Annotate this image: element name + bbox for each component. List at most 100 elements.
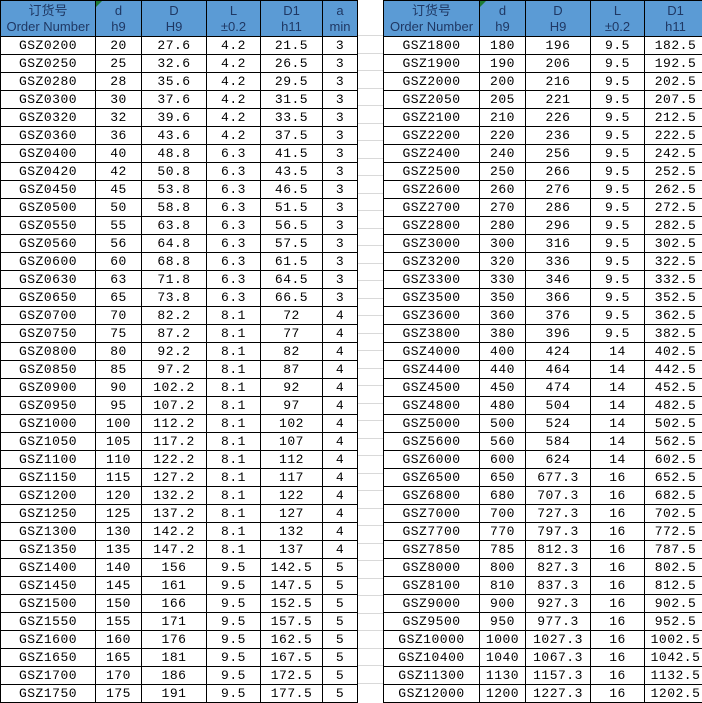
cell-d: 105 [95, 432, 142, 451]
cell-a: 4 [322, 360, 358, 379]
cell-d: 70 [95, 306, 142, 325]
cell-d: 300 [479, 234, 526, 253]
cell-order-number: GSZ1150 [0, 468, 96, 487]
table-row: GSZ0200 20 27.6 4.2 21.5 3 [0, 36, 358, 55]
cell-order-number: GSZ0300 [0, 90, 96, 109]
separator-grid-line [358, 542, 383, 544]
table-row: GSZ1100 110 122.2 8.1 112 4 [0, 450, 358, 469]
table-row: GSZ0950 95 107.2 8.1 97 4 [0, 396, 358, 415]
cell-D1: 152.5 [260, 594, 323, 613]
cell-a: 4 [322, 450, 358, 469]
cell-D-outer: 927.3 [525, 594, 591, 613]
cell-L: 9.5 [590, 288, 645, 307]
cell-order-number: GSZ1650 [0, 648, 96, 667]
cell-D-outer: 366 [525, 288, 591, 307]
cell-order-number: GSZ1000 [0, 414, 96, 433]
cell-L: 9.5 [590, 54, 645, 73]
cell-order-number: GSZ7700 [383, 522, 480, 541]
cell-L: 8.1 [206, 414, 261, 433]
separator-grid-line [358, 245, 383, 246]
cell-L: 4.2 [206, 36, 261, 55]
cell-D1: 1002.5 [644, 630, 702, 649]
cell-d: 85 [95, 360, 142, 379]
cell-D-outer: 37.6 [141, 90, 207, 109]
cell-d: 560 [479, 432, 526, 451]
cell-order-number: GSZ0650 [0, 288, 96, 307]
cell-D1: 502.5 [644, 414, 702, 433]
cell-D1: 172.5 [260, 666, 323, 685]
cell-order-number: GSZ2200 [383, 126, 480, 145]
cell-L: 16 [590, 612, 645, 631]
separator-grid-line [358, 262, 383, 264]
table-row: GSZ0320 32 39.6 4.2 33.5 3 [0, 108, 358, 127]
cell-L: 14 [590, 342, 645, 361]
cell-a: 4 [322, 378, 358, 397]
table-row: GSZ0850 85 97.2 8.1 87 4 [0, 360, 358, 379]
cell-D-outer: 71.8 [141, 270, 207, 289]
table-row: GSZ1150 115 127.2 8.1 117 4 [0, 468, 358, 487]
cell-L: 6.3 [206, 288, 261, 307]
cell-D-outer: 1157.3 [525, 666, 591, 685]
header-cell-d: d h9 [95, 0, 142, 37]
cell-d: 180 [479, 36, 526, 55]
cell-L: 9.5 [590, 162, 645, 181]
cell-D-outer: 97.2 [141, 360, 207, 379]
cell-d: 210 [479, 108, 526, 127]
header-label-symbol: L [229, 3, 238, 18]
table-row: GSZ0550 55 63.8 6.3 56.5 3 [0, 216, 358, 235]
separator-grid-line [358, 35, 383, 36]
cell-D1: 652.5 [644, 468, 702, 487]
cell-a: 5 [322, 576, 358, 595]
cell-a: 3 [322, 270, 358, 289]
separator-grid-line [358, 665, 383, 666]
cell-D1: 97 [260, 396, 323, 415]
cell-D-outer: 102.2 [141, 378, 207, 397]
cell-L: 9.5 [590, 90, 645, 109]
separator-grid-line [358, 472, 383, 474]
cell-order-number: GSZ0500 [0, 198, 96, 217]
table-row: GSZ0360 36 43.6 4.2 37.5 3 [0, 126, 358, 145]
cell-d: 380 [479, 324, 526, 343]
cell-L: 9.5 [206, 576, 261, 595]
cell-order-number: GSZ6500 [383, 468, 480, 487]
table-row: GSZ0450 45 53.8 6.3 46.5 3 [0, 180, 358, 199]
cell-D-outer: 474 [525, 378, 591, 397]
cell-D-outer: 624 [525, 450, 591, 469]
separator-grid-line [358, 227, 383, 229]
table-header-right: 订货号 Order Number d h9 D H9 L ±0.2 D1 [383, 0, 702, 37]
cell-D-outer: 977.3 [525, 612, 591, 631]
cell-d: 280 [479, 216, 526, 235]
cell-d: 145 [95, 576, 142, 595]
cell-d: 240 [479, 144, 526, 163]
cell-d: 20 [95, 36, 142, 55]
cell-D-outer: 206 [525, 54, 591, 73]
cell-D-outer: 35.6 [141, 72, 207, 91]
table-header-left: 订货号 Order Number d h9 D H9 L ±0.2 D1 [0, 0, 358, 37]
cell-order-number: GSZ11300 [383, 666, 480, 685]
header-row: 订货号 Order Number d h9 D H9 L ±0.2 D1 [0, 0, 358, 37]
cell-a: 5 [322, 594, 358, 613]
cell-order-number: GSZ1800 [383, 36, 480, 55]
cell-order-number: GSZ1700 [0, 666, 96, 685]
cell-order-number: GSZ2400 [383, 144, 480, 163]
cell-D1: 602.5 [644, 450, 702, 469]
cell-order-number: GSZ2700 [383, 198, 480, 217]
cell-D1: 272.5 [644, 198, 702, 217]
cell-D1: 177.5 [260, 684, 323, 703]
cell-L: 9.5 [590, 108, 645, 127]
cell-d: 320 [479, 252, 526, 271]
cell-D1: 46.5 [260, 180, 323, 199]
header-cell-D1: D1 h11 [260, 0, 323, 37]
cell-a: 3 [322, 288, 358, 307]
cell-a: 5 [322, 666, 358, 685]
